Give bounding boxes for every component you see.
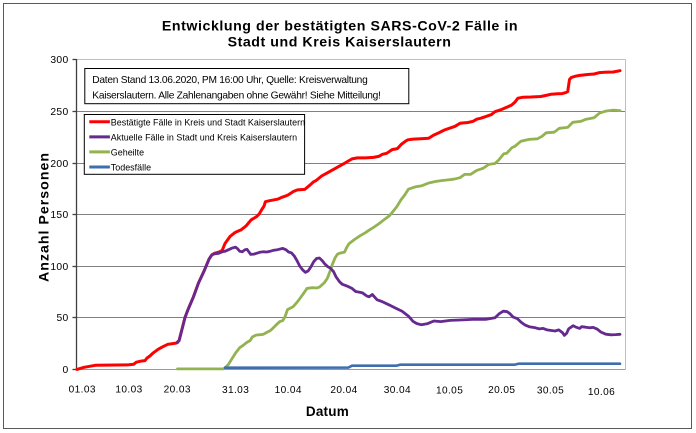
svg-text:Kaiserslautern. Alle Zahlenang: Kaiserslautern. Alle Zahlenangaben ohne … [92,90,380,101]
svg-text:30.05: 30.05 [537,385,564,396]
svg-text:Bestätigte Fälle in Kreis und: Bestätigte Fälle in Kreis und Stadt Kais… [111,117,305,127]
svg-text:Geheilte: Geheilte [111,148,144,158]
svg-text:31.03: 31.03 [222,385,249,396]
svg-text:150: 150 [50,210,68,221]
svg-text:50: 50 [56,313,68,324]
svg-text:0: 0 [62,365,68,376]
svg-text:10.04: 10.04 [275,385,302,396]
svg-text:20.03: 20.03 [164,385,191,396]
svg-text:Entwicklung der bestätigten SA: Entwicklung der bestätigten SARS-CoV-2 F… [162,18,518,34]
svg-text:200: 200 [50,159,68,170]
svg-text:300: 300 [50,55,68,66]
svg-text:10.03: 10.03 [115,385,142,396]
svg-text:Datum: Datum [306,404,349,419]
svg-text:01.03: 01.03 [69,385,96,396]
svg-text:30.04: 30.04 [384,385,411,396]
svg-text:Todesfälle: Todesfälle [111,163,151,173]
svg-text:10.05: 10.05 [436,386,463,397]
svg-text:20.05: 20.05 [488,385,515,396]
svg-text:250: 250 [50,107,68,118]
svg-text:20.04: 20.04 [330,385,357,396]
svg-text:Aktuelle Fälle in Stadt und Kr: Aktuelle Fälle in Stadt und Kreis Kaiser… [111,133,297,143]
svg-text:Anzahl Personen: Anzahl Personen [36,152,52,282]
svg-text:100: 100 [50,262,68,273]
svg-text:Stadt und Kreis Kaiserslautern: Stadt und Kreis Kaiserslautern [228,35,452,51]
svg-text:Daten Stand 13.06.2020, PM 16:: Daten Stand 13.06.2020, PM 16:00 Uhr, Qu… [92,75,368,86]
svg-text:10.06: 10.06 [588,387,615,398]
